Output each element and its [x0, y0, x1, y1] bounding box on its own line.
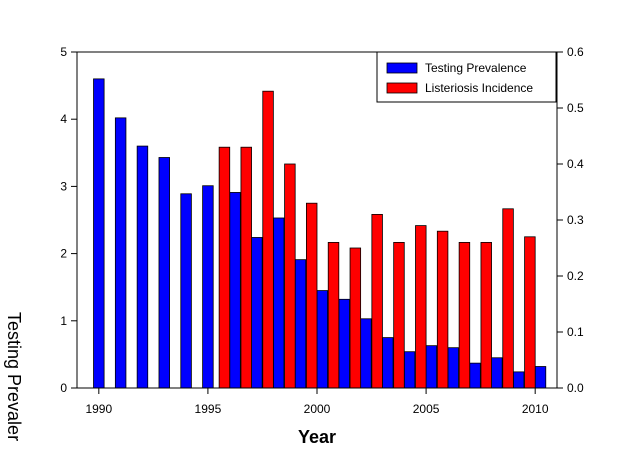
bar-testing-prevalence-1994 [180, 193, 192, 389]
bar-listeriosis-incidence-1996 [218, 146, 231, 389]
x-axis-title: Year [298, 427, 336, 447]
bar-testing-prevalence-2003 [382, 337, 394, 389]
bar-testing-prevalence-1999 [294, 259, 307, 389]
bar-testing-prevalence-2010 [534, 366, 547, 389]
bar-listeriosis-incidence-1997 [240, 146, 252, 389]
bar-listeriosis-incidence-2000 [305, 202, 318, 389]
bar-testing-prevalence-2009 [512, 371, 525, 389]
legend-box [376, 51, 557, 103]
bar-testing-prevalence-1996 [229, 192, 241, 389]
bar-listeriosis-incidence-2009 [502, 208, 514, 389]
bar-testing-prevalence-1991 [114, 117, 127, 389]
y-tick-label-5: 5 [60, 45, 67, 59]
bar-testing-prevalence-2004 [403, 351, 416, 389]
y2-tick-label-3: 0.3 [567, 213, 584, 227]
bar-listeriosis-incidence-2010 [524, 236, 536, 389]
bar-testing-prevalence-2005 [425, 345, 438, 389]
bar-testing-prevalence-1992 [136, 145, 149, 389]
bar-testing-prevalence-2001 [338, 298, 350, 389]
bar-listeriosis-incidence-1998 [262, 90, 274, 389]
bar-listeriosis-incidence-2008 [480, 241, 492, 389]
bar-testing-prevalence-1995 [202, 185, 214, 389]
bar-testing-prevalence-1998 [272, 217, 285, 389]
legend-label-listeriosis-incidence: Listeriosis Incidence [425, 81, 533, 95]
bar-testing-prevalence-2006 [447, 347, 459, 389]
axes-layer: 0 1 2 3 4 5 0.0 0.1 0.2 0.3 0.4 0.5 0.6 1990 1995 2000 2… [60, 45, 584, 416]
x-tick-label-2005: 2005 [413, 402, 440, 416]
y-tick-label-0: 0 [60, 381, 67, 395]
legend-swatch-listeriosis-incidence [386, 82, 418, 94]
bar-listeriosis-incidence-2007 [458, 241, 471, 389]
bar-testing-prevalence-2007 [469, 362, 481, 389]
x-tick-label-1995: 1995 [195, 402, 222, 416]
legend: Testing Prevalence Listeriosis Incidence [376, 51, 557, 103]
y-axis-title: Testing Prevaler [4, 312, 24, 441]
bar-listeriosis-incidence-2001 [327, 241, 340, 389]
bar-testing-prevalence-1997 [251, 237, 263, 389]
y2-tick-label-0: 0.0 [567, 381, 584, 395]
y2-tick-label-2: 0.2 [567, 269, 584, 283]
bar-testing-prevalence-2002 [360, 318, 372, 389]
bar-testing-prevalence-1993 [158, 157, 170, 389]
legend-label-testing-prevalence: Testing Prevalence [425, 61, 527, 75]
legend-swatch-testing-prevalence [386, 62, 418, 74]
y2-tick-label-1: 0.1 [567, 325, 584, 339]
x-tick-label-2000: 2000 [304, 402, 331, 416]
bar-testing-prevalence-2008 [491, 357, 503, 389]
y-tick-label-2: 2 [60, 247, 67, 261]
y2-tick-label-6: 0.6 [567, 45, 584, 59]
y2-tick-label-4: 0.4 [567, 157, 584, 171]
bar-listeriosis-incidence-1999 [284, 163, 296, 389]
y2-tick-label-5: 0.5 [567, 101, 584, 115]
x-tick-label-1990: 1990 [85, 402, 112, 416]
y-tick-label-3: 3 [60, 179, 67, 193]
bar-testing-prevalence-2000 [316, 290, 329, 389]
bar-listeriosis-incidence-2004 [393, 241, 405, 389]
bars-layer [93, 78, 547, 389]
bar-listeriosis-incidence-2006 [436, 230, 449, 389]
bar-listeriosis-incidence-2005 [415, 225, 427, 389]
y-tick-label-4: 4 [60, 112, 67, 126]
x-tick-label-2010: 2010 [522, 402, 549, 416]
y-tick-label-1: 1 [60, 314, 67, 328]
bar-listeriosis-incidence-2002 [349, 247, 362, 389]
bar-testing-prevalence-1990 [93, 78, 105, 389]
bar-listeriosis-incidence-2003 [371, 213, 383, 389]
